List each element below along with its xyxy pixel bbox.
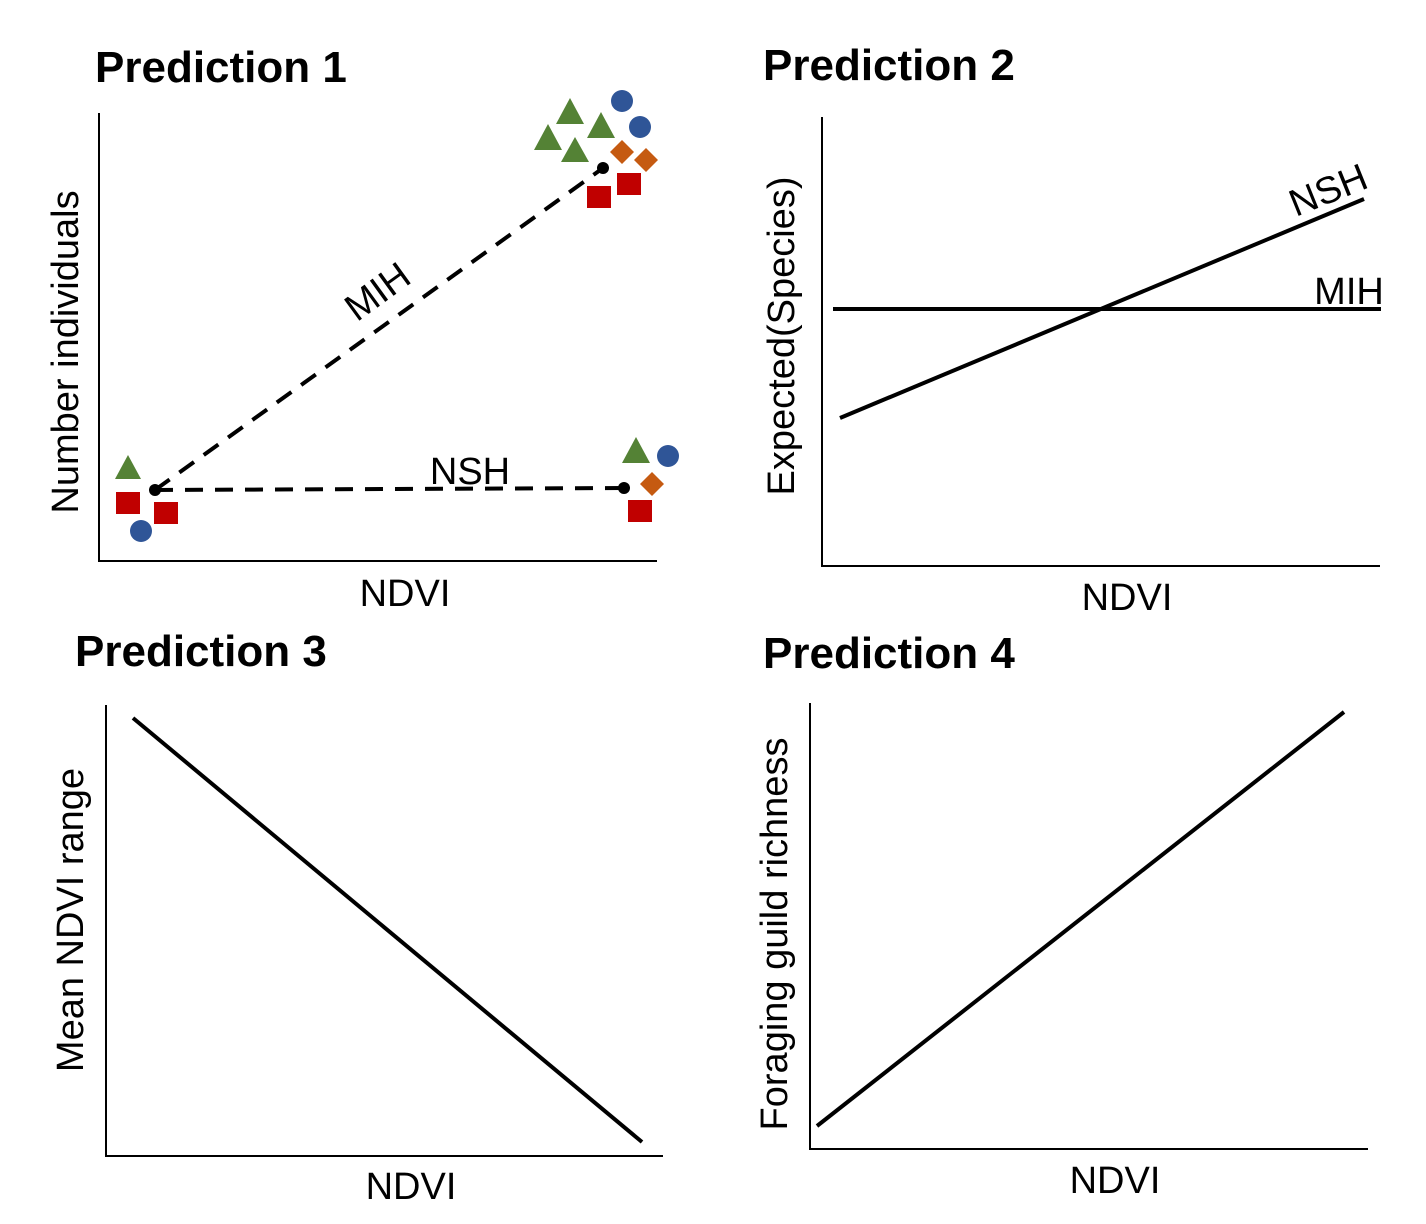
panel1-x-label: NDVI	[360, 573, 451, 615]
panel1-low-community	[115, 455, 178, 542]
panel3-x-label: NDVI	[366, 1166, 457, 1208]
panel1-high-community-nsh	[622, 437, 679, 522]
species-square	[154, 502, 178, 524]
panel2-mih-label: MIH	[1314, 271, 1384, 313]
panel1-nsh-label: NSH	[430, 451, 510, 493]
panel4-x-label: NDVI	[1070, 1160, 1161, 1202]
species-triangle	[556, 98, 584, 124]
species-circle	[130, 520, 152, 542]
panel1-nsh-line	[154, 486, 625, 492]
panel1-high-community-mih	[534, 90, 658, 208]
species-square	[587, 186, 611, 208]
species-square	[617, 173, 641, 195]
species-circle	[657, 445, 679, 467]
panel1-mih-high-point	[597, 162, 609, 174]
species-triangle	[561, 137, 589, 162]
panel-prediction-3: Prediction 3 NDVI Mean NDVI range	[50, 627, 663, 1208]
species-triangle	[534, 124, 562, 150]
panel-prediction-1: Prediction 1 NDVI Number individuals MIH…	[45, 43, 679, 615]
panel2-x-label: NDVI	[1082, 577, 1173, 619]
species-triangle	[115, 455, 141, 479]
species-circle	[611, 90, 633, 112]
panel4-y-label: Foraging guild richness	[754, 738, 796, 1131]
species-diamond	[634, 148, 658, 172]
panel-prediction-2: Prediction 2 NDVI Expected(Species) NSH …	[761, 41, 1384, 619]
panel3-title: Prediction 3	[75, 627, 327, 676]
panel1-title: Prediction 1	[95, 43, 347, 92]
panel1-nsh-high-point	[618, 482, 630, 494]
panel1-mih-label: MIH	[337, 255, 418, 330]
species-diamond	[610, 140, 634, 164]
panel2-title: Prediction 2	[763, 41, 1015, 90]
species-triangle	[622, 437, 650, 463]
species-diamond	[640, 472, 664, 496]
species-square	[628, 500, 652, 522]
panel2-y-label: Expected(Species)	[761, 177, 803, 496]
panel3-y-label: Mean NDVI range	[50, 768, 92, 1072]
panel4-trend-line	[815, 710, 1346, 1128]
species-triangle	[587, 112, 615, 138]
species-circle	[629, 116, 651, 138]
panel4-title: Prediction 4	[763, 629, 1015, 678]
species-square	[116, 492, 140, 514]
panel-prediction-4: Prediction 4 NDVI Foraging guild richnes…	[754, 629, 1368, 1202]
panel3-trend-line	[131, 716, 644, 1144]
panel1-low-ndvi-point	[149, 484, 161, 496]
panel1-y-label: Number individuals	[45, 190, 87, 513]
panel1-mih-line	[153, 166, 605, 492]
